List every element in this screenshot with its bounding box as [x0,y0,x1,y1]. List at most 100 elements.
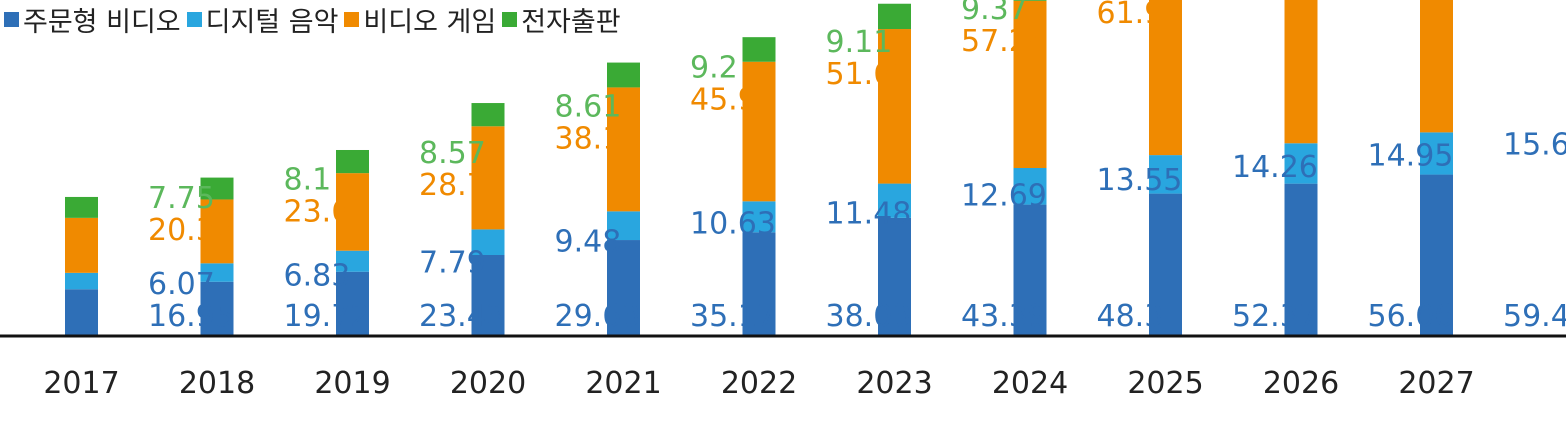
value-label-비디오-게임-2021: 45.9 [690,82,757,117]
value-label-디지털-음악-2027: 15.63 [1503,127,1566,162]
value-label-비디오-게임-2019: 28.73 [419,168,505,203]
value-label-디지털-음악-2022: 11.48 [826,196,912,231]
value-label-비디오-게임-2023: 57.24 [961,24,1047,59]
value-label-디지털-음악-2026: 14.95 [1368,138,1454,173]
value-label-전자출판-2021: 9.2 [690,50,738,85]
value-label-주문형-비디오-2025: 52.37 [1232,299,1318,334]
bar-주문형-비디오-2025 [1149,193,1182,335]
value-label-전자출판-2019: 8.57 [419,136,486,171]
value-label-디지털-음악-2018: 6.83 [284,258,351,293]
bar-주문형-비디오-2019 [336,271,369,335]
x-tick-2017: 2017 [43,366,119,401]
bar-비디오-게임-2025 [1149,0,1182,156]
value-label-주문형-비디오-2017: 16.95 [148,299,234,334]
bar-비디오-게임-2018 [200,199,234,264]
legend-label-2: 비디오 게임 [363,6,497,38]
x-tick-2020: 2020 [450,366,526,401]
value-label-전자출판-2018: 8.1 [284,162,332,197]
bar-주문형-비디오-2026 [1284,183,1318,335]
bar-디지털-음악-2025 [1149,155,1182,194]
value-label-비디오-게임-2024: 61.94 [1097,0,1183,31]
value-label-주문형-비디오-2021: 35.17 [690,299,776,334]
legend-item-3: 전자출판 [502,0,621,39]
legend-swatch-3 [502,11,518,27]
legend-label-1: 디지털 음악 [205,6,339,38]
legend-label-3: 전자출판 [521,6,621,38]
value-label-전자출판-2022: 9.11 [826,25,893,60]
x-tick-2026: 2026 [1263,366,1339,401]
x-tick-2019: 2019 [314,366,390,401]
legend-item-2: 비디오 게임 [344,0,496,39]
value-label-주문형-비디오-2019: 23.43 [419,299,505,334]
bar-비디오-게임-2026 [1284,0,1318,144]
value-label-전자출판-2017: 7.75 [148,181,215,216]
bar-전자출판-2021 [607,62,640,88]
bar-비디오-게임-2021 [607,87,640,212]
value-label-비디오-게임-2020: 38.19 [555,121,641,156]
value-label-주문형-비디오-2027: 59.42 [1503,299,1566,334]
bar-디지털-음악-2023 [878,183,911,218]
bars-layer [65,0,1453,335]
x-tick-labels: 2017 2018 2019 2020 2021 2022 2023 2024 2025 2026… [43,366,1474,401]
legend: 주문형 비디오 디지털 음악 비디오 게임 전자출판 [4,0,627,39]
bar-전자출판-2017 [65,196,98,218]
bar-디지털-음악-2018 [200,263,234,282]
bar-디지털-음악-2020 [471,229,505,255]
value-label-디지털-음악-2021: 10.63 [690,206,776,241]
legend-label-0: 주문형 비디오 [23,6,181,38]
bar-비디오-게임-2019 [336,173,369,251]
value-label-주문형-비디오-2024: 48.3 [1097,299,1164,334]
value-label-주문형-비디오-2026: 56.06 [1368,299,1454,334]
value-label-디지털-음악-2025: 14.26 [1232,150,1318,185]
x-tick-2025: 2025 [1127,366,1203,401]
value-label-비디오-게임-2022: 51.69 [826,57,912,92]
bar-주문형-비디오-2017 [65,289,98,335]
value-label-비디오-게임-2017: 20.36 [148,213,234,248]
legend-swatch-2 [344,11,360,27]
value-label-주문형-비디오-2023: 43.39 [961,299,1047,334]
value-label-디지털-음악-2019: 7.79 [419,246,486,281]
value-label-디지털-음악-2023: 12.69 [961,179,1047,214]
bar-주문형-비디오-2021 [607,240,640,335]
x-tick-2024: 2024 [992,366,1068,401]
legend-swatch-1 [186,11,202,27]
bar-전자출판-2022 [742,37,776,62]
bar-전자출판-2019 [336,149,369,174]
bar-주문형-비디오-2023 [878,217,911,335]
bar-주문형-비디오-2022 [742,232,776,335]
value-labels-layer: 16.956.07 20.367.75 19.72 6.83 23.658.1 23.43… [148,0,1566,334]
legend-item-1: 디지털 음악 [186,0,339,39]
value-label-비디오-게임-2018: 23.65 [284,194,370,229]
bar-전자출판-2024 [1013,0,1047,1]
bar-비디오-게임-2022 [742,61,776,202]
value-label-전자출판-2020: 8.61 [555,89,622,124]
x-tick-2027: 2027 [1398,366,1474,401]
value-label-주문형-비디오-2022: 38.03 [826,299,912,334]
bar-디지털-음악-2017 [65,272,98,290]
bar-디지털-음악-2019 [336,250,369,272]
x-tick-2022: 2022 [721,366,797,401]
value-label-전자출판-2023: 9.37 [961,0,1028,27]
bar-주문형-비디오-2024 [1013,204,1047,335]
bar-비디오-게임-2027 [1420,0,1453,133]
bar-비디오-게임-2017 [65,217,98,273]
bar-디지털-음악-2021 [607,211,640,241]
bar-주문형-비디오-2018 [200,281,234,335]
bar-주문형-비디오-2027 [1420,174,1453,335]
bar-디지털-음악-2027 [1420,132,1453,175]
bar-비디오-게임-2024 [1013,0,1047,169]
bar-디지털-음악-2024 [1013,168,1047,205]
bar-디지털-음악-2026 [1284,143,1318,184]
bar-비디오-게임-2023 [878,29,911,184]
x-tick-2018: 2018 [179,366,255,401]
x-tick-2023: 2023 [856,366,932,401]
value-label-주문형-비디오-2018: 19.72 [284,299,370,334]
legend-swatch-0 [4,11,19,27]
bar-주문형-비디오-2020 [471,254,505,335]
bar-전자출판-2018 [200,177,234,200]
value-label-디지털-음악-2020: 9.48 [555,224,622,259]
bar-전자출판-2020 [471,103,505,127]
bar-전자출판-2023 [878,3,911,30]
value-label-비디오-게임-2025: 65.85 [1232,0,1318,7]
